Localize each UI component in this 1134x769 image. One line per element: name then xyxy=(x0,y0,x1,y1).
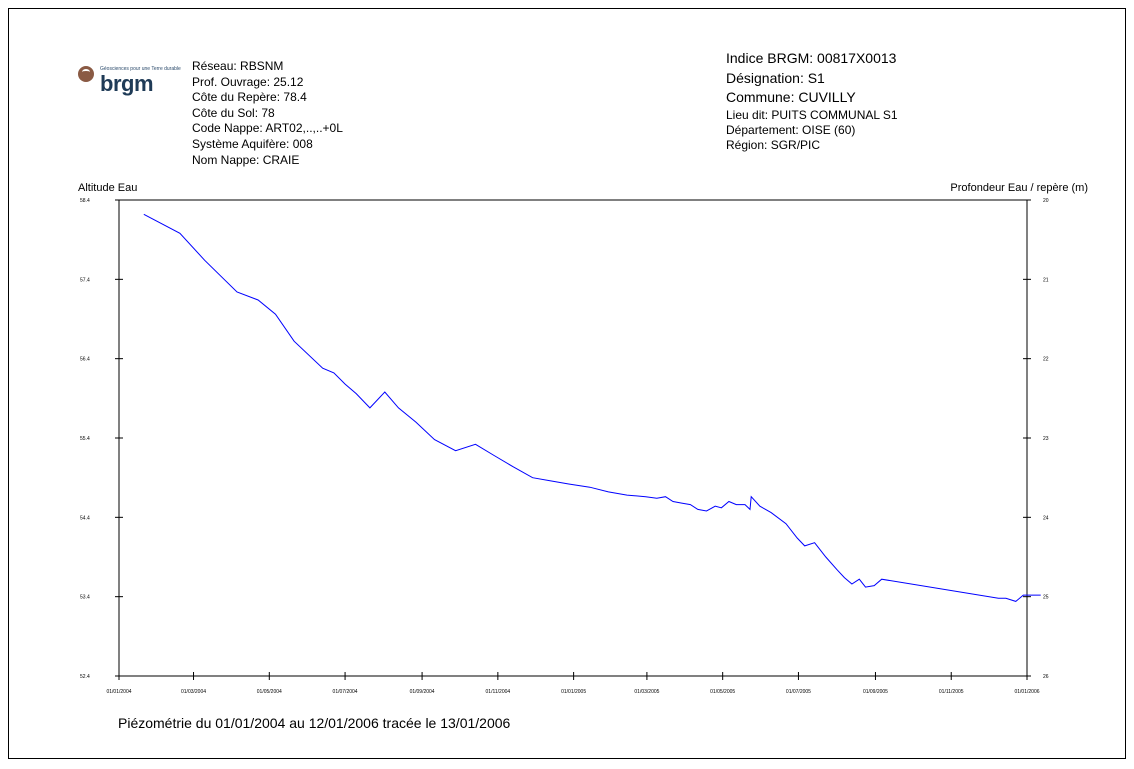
y-tick-label-right: 26 xyxy=(1043,674,1049,680)
x-tick-label: 01/07/2004 xyxy=(333,689,358,695)
x-tick-label: 01/09/2005 xyxy=(863,689,888,695)
y-tick-label-left: 53.4 xyxy=(80,595,90,601)
y-tick-label-left: 57.4 xyxy=(80,277,90,283)
y-tick-label-right: 24 xyxy=(1043,515,1049,521)
x-tick-label: 01/01/2005 xyxy=(561,689,586,695)
systeme-aquifere: Système Aquifère: 008 xyxy=(192,136,313,151)
water-level-line xyxy=(143,213,1041,602)
y-tick-label-right: 23 xyxy=(1043,436,1049,442)
station-info: Réseau: RBSNM Prof. Ouvrage: 25.12 Côte … xyxy=(192,59,343,168)
x-tick-label: 01/11/2005 xyxy=(939,689,964,695)
x-tick-label: 01/11/2004 xyxy=(486,689,511,695)
designation: Désignation: S1 xyxy=(726,69,825,86)
x-tick-label: 01/01/2004 xyxy=(106,689,131,695)
code-nappe: Code Nappe: ART02,..,..+0L xyxy=(192,121,343,136)
chart-axes xyxy=(118,199,1028,677)
region: Région: SGR/PIC xyxy=(726,137,821,152)
brgm-logo: Géosciences pour une Terre durable brgm xyxy=(78,64,188,104)
y-tick-label-right: 21 xyxy=(1043,277,1049,283)
x-tick-label: 01/05/2004 xyxy=(257,689,282,695)
brgm-logo-mark-icon xyxy=(78,66,94,82)
y-tick-label-left: 54.4 xyxy=(80,515,90,521)
departement: Département: OISE (60) xyxy=(726,122,856,137)
reseau: Réseau: RBSNM xyxy=(192,59,284,73)
indice-brgm: Indice BRGM: 00817X0013 xyxy=(726,50,897,66)
y-tick-label-right: 20 xyxy=(1043,198,1049,204)
y-tick-label-left: 55.4 xyxy=(80,436,90,442)
page-frame xyxy=(8,8,1126,759)
y-tick-label-right: 25 xyxy=(1043,595,1049,601)
chart-caption: Piézométrie du 01/01/2004 au 12/01/2006 … xyxy=(118,715,511,731)
identity-info: Indice BRGM: 00817X0013 Désignation: S1 … xyxy=(726,49,898,153)
chart-series xyxy=(143,213,1041,602)
logo-word: brgm xyxy=(100,71,154,96)
x-tick-label: 01/05/2005 xyxy=(710,689,735,695)
y-tick-label-left: 58.4 xyxy=(80,198,90,204)
x-tick-label: 01/03/2005 xyxy=(634,689,659,695)
cote-sol: Côte du Sol: 78 xyxy=(192,105,275,120)
commune: Commune: CUVILLY xyxy=(726,89,856,105)
y-tick-label-left: 56.4 xyxy=(80,357,90,363)
x-tick-label: 01/01/2006 xyxy=(1014,689,1039,695)
x-tick-label: 01/09/2004 xyxy=(410,689,435,695)
logo-tagline: Géosciences pour une Terre durable xyxy=(100,66,181,72)
y-tick-label-left: 52.4 xyxy=(80,674,90,680)
cote-repere: Côte du Repère: 78.4 xyxy=(192,90,307,105)
chart-ticks: 52.4 53.4 54.4 55.4 56.4 57.4 58.4 26 25 24 23 22 21… xyxy=(80,198,1049,695)
prof-ouvrage: Prof. Ouvrage: 25.12 xyxy=(192,74,304,89)
y-axis-left-title: Altitude Eau xyxy=(78,182,138,194)
lieu-dit: Lieu dit: PUITS COMMUNAL S1 xyxy=(726,107,898,122)
x-tick-label: 01/03/2004 xyxy=(181,689,206,695)
y-axis-right-title: Profondeur Eau / repère (m) xyxy=(950,182,1088,194)
nom-nappe: Nom Nappe: CRAIE xyxy=(192,152,300,167)
y-tick-label-right: 22 xyxy=(1043,357,1049,363)
x-tick-label: 01/07/2005 xyxy=(786,689,811,695)
